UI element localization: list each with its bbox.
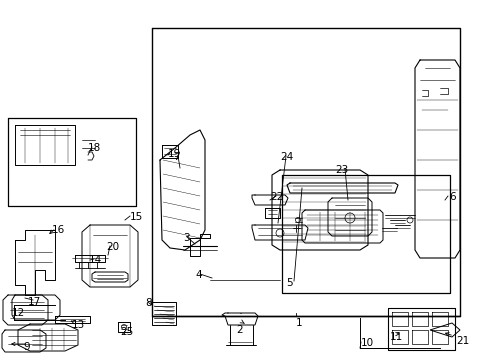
Text: 21: 21 <box>456 336 469 346</box>
Text: 24: 24 <box>280 152 293 162</box>
Text: 8: 8 <box>146 298 152 308</box>
Text: 16: 16 <box>52 225 65 235</box>
Text: 7: 7 <box>173 152 180 162</box>
Text: 1: 1 <box>296 318 303 328</box>
Text: 18: 18 <box>88 143 101 153</box>
Text: 2: 2 <box>236 325 243 335</box>
Text: 20: 20 <box>106 242 119 252</box>
Text: 15: 15 <box>130 212 143 222</box>
Text: 17: 17 <box>28 297 41 307</box>
Text: 10: 10 <box>361 338 374 348</box>
Text: 3: 3 <box>183 233 190 243</box>
Text: 19: 19 <box>168 149 181 159</box>
Text: 13: 13 <box>72 320 85 330</box>
Text: 12: 12 <box>12 308 25 318</box>
Text: 5: 5 <box>286 278 293 288</box>
Text: 9: 9 <box>24 342 30 352</box>
Text: 23: 23 <box>335 165 348 175</box>
Text: 25: 25 <box>120 327 133 337</box>
Text: 4: 4 <box>195 270 201 280</box>
Text: 14: 14 <box>89 255 102 265</box>
Text: 6: 6 <box>449 192 456 202</box>
Text: 11: 11 <box>390 332 403 342</box>
Text: 22: 22 <box>270 192 283 202</box>
